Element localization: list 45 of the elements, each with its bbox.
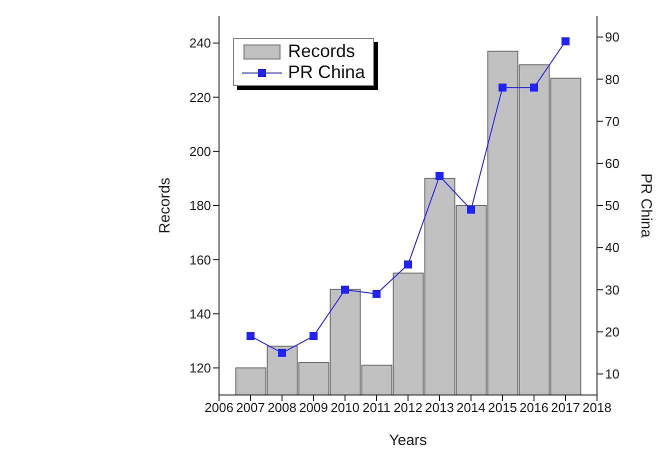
- y2-tick-label: 40: [605, 240, 620, 256]
- x-tick-label: 2014: [456, 400, 486, 416]
- y2-tick-label: 50: [605, 198, 620, 214]
- x-axis-title: Years: [389, 432, 427, 449]
- y2-tick-label: 70: [605, 114, 620, 129]
- x-tick-label: 2010: [330, 400, 360, 416]
- point: [341, 286, 350, 294]
- y-tick-label: 180: [189, 198, 212, 214]
- point: [530, 84, 538, 92]
- y-axis-title: Records: [156, 178, 174, 234]
- y-tick-label: 160: [189, 252, 212, 268]
- point: [498, 84, 507, 92]
- legend-label: PR China: [288, 62, 366, 83]
- y2-tick-label: 30: [605, 282, 620, 298]
- x-tick-label: 2011: [362, 400, 391, 416]
- legend-label: Records: [288, 41, 356, 62]
- point: [436, 172, 444, 180]
- y-tick-label: 200: [189, 144, 212, 159]
- x-tick-label: 2009: [299, 400, 328, 416]
- x-tick-label: 2016: [520, 400, 548, 416]
- x-tick-label: 2006: [204, 400, 234, 416]
- point: [562, 37, 570, 46]
- y2-tick-label: 60: [605, 156, 620, 172]
- point: [310, 332, 318, 340]
- y-tick-label: 120: [189, 360, 212, 376]
- y2-tick-label: 20: [605, 324, 620, 340]
- y2-axis-title: PR China: [638, 173, 655, 238]
- x-tick-label: 2008: [268, 400, 296, 416]
- y2-tick-label: 80: [605, 72, 620, 87]
- x-tick-label: 2018: [582, 400, 612, 416]
- x-tick-label: 2007: [236, 400, 266, 416]
- point: [467, 206, 476, 214]
- y2-tick-label: 90: [605, 30, 620, 45]
- x-tick-label: 2017: [551, 400, 580, 416]
- x-tick-label: 2015: [488, 400, 517, 416]
- y-tick-label: 220: [189, 90, 212, 105]
- y2-tick-label: 10: [605, 366, 620, 382]
- y-tick-label: 240: [189, 36, 212, 51]
- x-tick-label: 2012: [394, 400, 422, 416]
- point: [404, 260, 412, 268]
- point: [246, 332, 255, 340]
- point: [372, 290, 381, 298]
- x-tick-label: 2013: [425, 400, 454, 416]
- point: [278, 348, 286, 357]
- y-tick-label: 140: [189, 306, 212, 322]
